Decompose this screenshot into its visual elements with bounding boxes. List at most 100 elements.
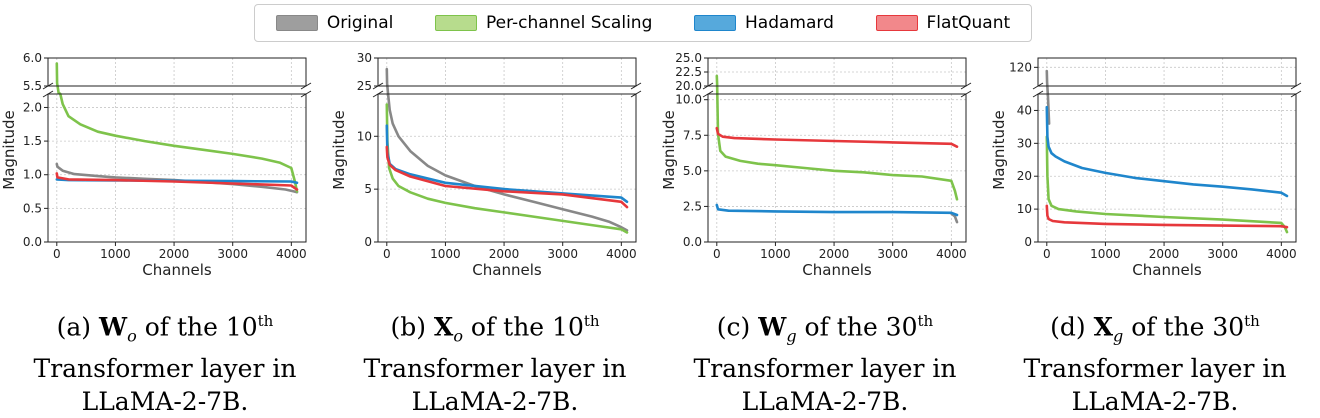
chart-svg: 120 0 10 20 30 40 0 1000 2000 3000 4000 Channels Mag… <box>990 57 1302 279</box>
axis-break-mark <box>702 90 714 98</box>
x-axis-label: Channels <box>142 261 212 279</box>
y-tick-label: 6.0 <box>23 51 42 65</box>
x-tick-label: 1000 <box>760 247 791 261</box>
series-line <box>1045 204 1289 229</box>
axis-break-mark <box>42 82 54 90</box>
legend-swatch <box>875 15 918 31</box>
y-tick-label: 0.0 <box>23 235 42 249</box>
axis-break-mark <box>960 82 972 90</box>
axes-frame-lower <box>707 93 967 243</box>
legend-label: Per-channel Scaling <box>485 13 653 33</box>
y-tick-label: 0.5 <box>23 201 42 215</box>
axes-frame-upper <box>1037 57 1297 87</box>
y-tick-label: 5 <box>364 182 372 196</box>
axis-break-mark <box>1032 90 1044 98</box>
axis-break-mark <box>42 90 54 98</box>
chart-panel-d: 120 0 10 20 30 40 0 1000 2000 3000 4000 Channels Mag… <box>990 48 1320 288</box>
legend-swatch <box>694 15 737 31</box>
series-line <box>1045 135 1289 234</box>
y-axis-label: Magnitude <box>330 110 348 189</box>
y-tick-label: 25 <box>357 79 372 93</box>
chart-svg: 25 30 0 5 10 0 1000 2000 3000 4000 Channels Magnitu… <box>330 51 642 279</box>
x-tick-label: 0 <box>383 247 391 261</box>
y-tick-label: 0 <box>1024 235 1032 249</box>
axis-break-mark <box>372 82 384 90</box>
x-tick-label: 0 <box>713 247 721 261</box>
caption-line-1: (d) Xg of the 30th <box>1050 312 1260 346</box>
y-tick-label: 20.0 <box>675 79 702 93</box>
y-axis-label: Magnitude <box>0 110 18 189</box>
x-tick-label: 4000 <box>606 247 637 261</box>
y-tick-label: 10.0 <box>675 93 702 107</box>
y-tick-label: 25.0 <box>675 51 702 65</box>
series-line <box>55 162 299 194</box>
legend-swatch <box>275 15 318 31</box>
axes-frame-upper <box>47 57 307 87</box>
series-group <box>385 67 629 234</box>
legend-label: FlatQuant <box>926 13 1011 33</box>
chart-panel-c: 20.0 22.5 25.0 0.0 2.5 5.0 7.5 10.0 0 1000 2000 300… <box>660 48 990 288</box>
legend-label: Original <box>326 13 394 33</box>
x-tick-label: 2000 <box>1149 247 1180 261</box>
caption-line-2: Transformer layer in <box>1023 354 1287 384</box>
series-group <box>55 62 299 194</box>
caption-b: (b) Xo of the 10th Transformer layer in … <box>330 305 660 418</box>
x-tick-label: 3000 <box>217 247 248 261</box>
series-line <box>385 103 629 234</box>
caption-d: (d) Xg of the 30th Transformer layer in … <box>990 305 1320 418</box>
caption-line-3: LLaMA-2-7B. <box>741 387 909 417</box>
axis-break-mark <box>960 90 972 98</box>
axis-break-mark <box>372 90 384 98</box>
caption-line-3: LLaMA-2-7B. <box>81 387 249 417</box>
y-tick-label: 120 <box>1009 60 1032 74</box>
caption-line-2: Transformer layer in <box>33 354 297 384</box>
caption-c: (c) Wg of the 30th Transformer layer in … <box>660 305 990 418</box>
x-tick-label: 2000 <box>819 247 850 261</box>
series-group <box>1045 69 1289 234</box>
x-tick-label: 3000 <box>877 247 908 261</box>
legend-item: Per-channel Scaling <box>434 13 653 33</box>
y-axis-label: Magnitude <box>660 110 678 189</box>
x-tick-label: 0 <box>53 247 61 261</box>
series-line <box>385 67 629 232</box>
x-tick-label: 0 <box>1043 247 1051 261</box>
caption-a: (a) Wo of the 10th Transformer layer in … <box>0 305 330 418</box>
x-tick-label: 4000 <box>1266 247 1297 261</box>
caption-line-1: (a) Wo of the 10th <box>56 312 274 346</box>
series-line <box>715 74 959 201</box>
legend-item: Hadamard <box>694 13 834 33</box>
x-tick-label: 1000 <box>1090 247 1121 261</box>
series-group <box>715 74 959 224</box>
axis-break-mark <box>300 90 312 98</box>
x-tick-label: 4000 <box>276 247 307 261</box>
series-line <box>715 203 959 217</box>
axes-frame-lower <box>1037 93 1297 243</box>
chart-legend: Original Per-channel Scaling Hadamard FlatQ… <box>254 4 1032 42</box>
x-tick-label: 1000 <box>100 247 131 261</box>
chart-panel-a: 5.5 6.0 0.0 0.5 1.0 1.5 2.0 0 1000 2000 3000 4000 Ch… <box>0 48 330 288</box>
caption-line-2: Transformer layer in <box>693 354 957 384</box>
y-tick-label: 30 <box>1017 136 1032 150</box>
series-line <box>55 172 299 191</box>
x-axis-label: Channels <box>472 261 542 279</box>
x-tick-label: 3000 <box>1207 247 1238 261</box>
y-tick-label: 10 <box>357 129 372 143</box>
x-tick-label: 2000 <box>159 247 190 261</box>
y-tick-label: 30 <box>357 51 372 65</box>
y-tick-label: 0 <box>364 235 372 249</box>
chart-svg: 20.022.525.0 0.0 2.5 5.0 7.5 10.0 0 1000 2000 300… <box>660 51 972 279</box>
y-tick-label: 10 <box>1017 202 1032 216</box>
caption-line-3: LLaMA-2-7B. <box>1071 387 1239 417</box>
axes-frame-upper <box>377 57 637 87</box>
series-line <box>385 145 629 209</box>
axis-break-mark <box>1290 82 1302 90</box>
caption-line-1: (b) Xo of the 10th <box>390 312 600 346</box>
x-axis-label: Channels <box>1132 261 1202 279</box>
series-line <box>715 126 959 148</box>
y-tick-label: 1.0 <box>23 168 42 182</box>
legend-label: Hadamard <box>745 13 834 33</box>
x-axis-label: Channels <box>802 261 872 279</box>
legend-swatch <box>434 15 477 31</box>
y-tick-label: 20 <box>1017 169 1032 183</box>
axis-break-mark <box>630 90 642 98</box>
